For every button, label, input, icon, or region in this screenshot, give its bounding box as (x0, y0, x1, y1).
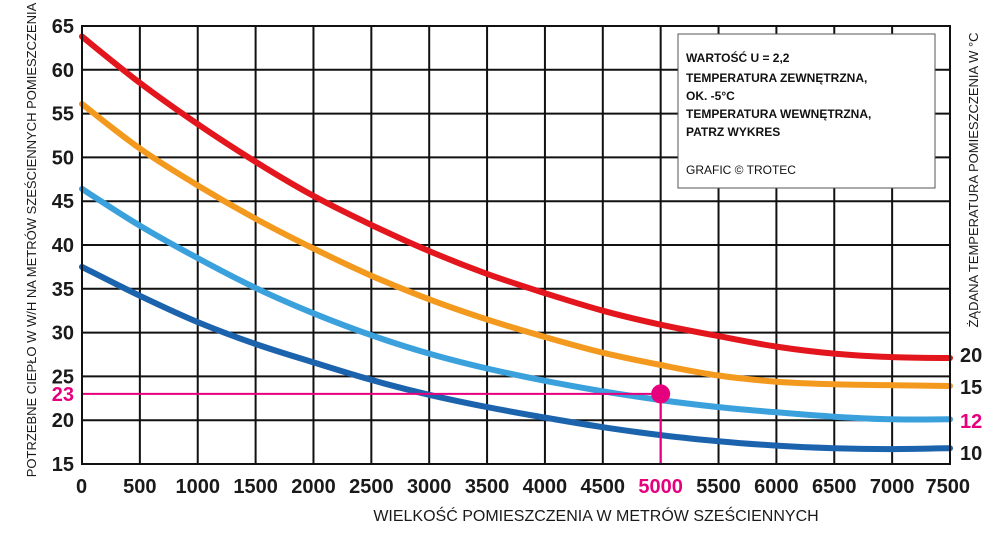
x-tick-1000: 1000 (175, 476, 220, 498)
y-tick-20: 20 (52, 410, 74, 432)
marker-point (651, 384, 671, 404)
x-tick-4000: 4000 (523, 476, 568, 498)
x-tick-6000: 6000 (754, 476, 799, 498)
x-tick-2000: 2000 (291, 476, 336, 498)
y-tick-30: 30 (52, 323, 74, 345)
series-end-labels: 20 15 12 10 (960, 345, 982, 465)
series-line-20 (79, 33, 953, 361)
series-line-12 (79, 185, 953, 423)
highlight-marker (82, 384, 671, 464)
legend-line-4: TEMPERATURA WEWNĘTRZNA, (686, 107, 871, 121)
series-label-10: 10 (960, 443, 982, 465)
y-tick-50: 50 (52, 147, 74, 169)
y-tick-35: 35 (52, 279, 74, 301)
x-tick-4500: 4500 (581, 476, 626, 498)
x-tick-3000: 3000 (407, 476, 452, 498)
plot-border (81, 25, 951, 465)
legend-box: WARTOŚĆ U = 2,2 TEMPERATURA ZEWNĘTRZNA, … (677, 33, 936, 189)
x-tick-6500: 6500 (812, 476, 857, 498)
y-marker-label: 23 (52, 384, 74, 406)
legend-line-3: OK. -5°C (686, 89, 735, 103)
x-tick-2500: 2500 (349, 476, 394, 498)
x-tick-5500: 5500 (696, 476, 741, 498)
y-tick-65: 65 (52, 16, 74, 38)
series-line-10 (79, 263, 953, 453)
x-tick-labels: 0 500 1000 1500 2000 2500 3000 3500 4000 4500 5000… (76, 476, 970, 498)
series-lines (79, 33, 953, 453)
y-tick-55: 55 (52, 104, 74, 126)
plot-frame (81, 25, 951, 465)
y-tick-25: 25 (52, 366, 74, 388)
x-tick-7000: 7000 (870, 476, 915, 498)
x-axis-title: WIELKOŚĆ POMIESZCZENIA W METRÓW SZEŚCIEN… (373, 506, 818, 525)
legend-credit: GRAFIC © TROTEC (686, 163, 796, 177)
series-label-12: 12 (960, 411, 982, 433)
series-label-20: 20 (960, 345, 982, 367)
series-label-15: 15 (960, 377, 982, 399)
y-tick-15: 15 (52, 454, 74, 476)
y-tick-40: 40 (52, 235, 74, 257)
x-tick-500: 500 (123, 476, 156, 498)
y-tick-60: 60 (52, 60, 74, 82)
x-tick-7500: 7500 (926, 476, 971, 498)
y-tick-45: 45 (52, 191, 74, 213)
y-axis-title: POTRZEBNE CIEPŁO W W/H NA METRÓW SZEŚCIE… (24, 2, 39, 477)
x-tick-5000: 5000 (638, 476, 683, 498)
x-tick-0: 0 (76, 476, 87, 498)
series-line-15 (79, 101, 953, 389)
legend-line-1: WARTOŚĆ U = 2,2 (686, 50, 790, 65)
x-tick-1500: 1500 (233, 476, 278, 498)
legend-line-5: PATRZ WYKRES (686, 125, 780, 139)
legend-line-2: TEMPERATURA ZEWNĘTRZNA, (686, 71, 867, 85)
y2-axis-title: ŻĄDANA TEMPERATURA POMIESZCZENIA W °C (966, 32, 981, 327)
x-tick-3500: 3500 (465, 476, 510, 498)
y-tick-labels: 15 20 25 30 35 40 45 50 55 60 65 23 (52, 16, 74, 476)
